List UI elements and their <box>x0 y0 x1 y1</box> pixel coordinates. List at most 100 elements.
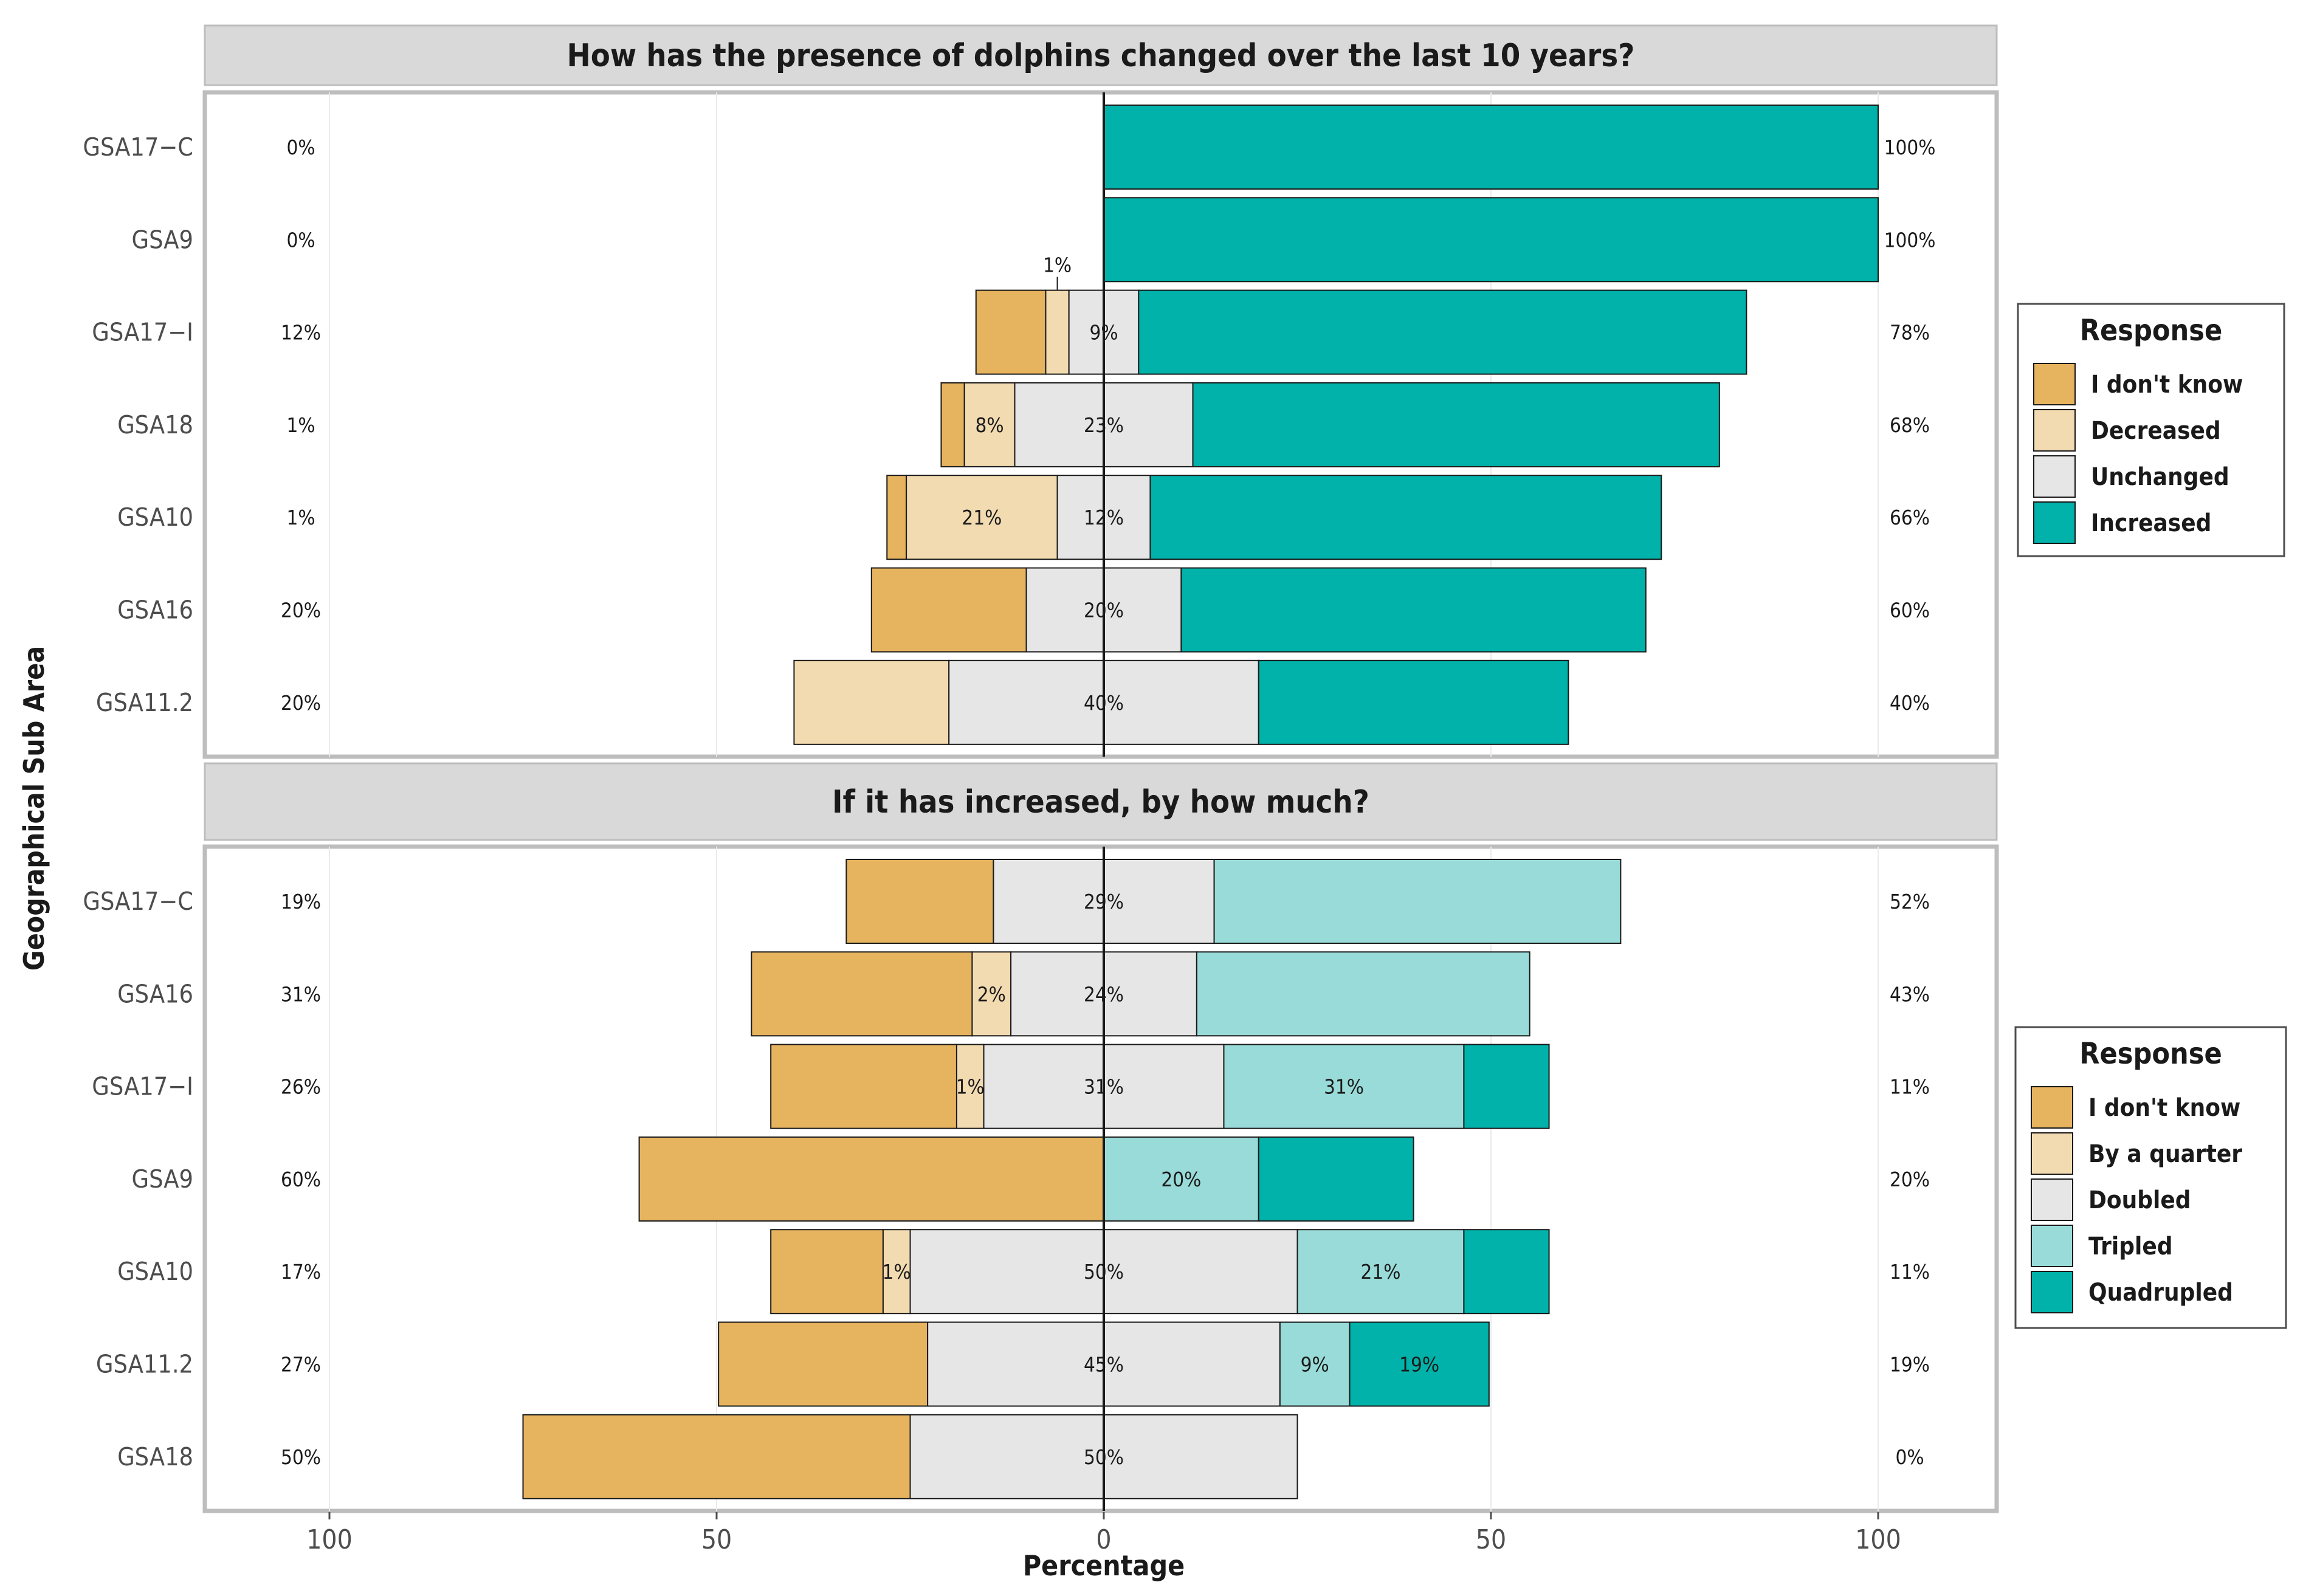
panel2-row-label: GSA17−C <box>83 887 193 916</box>
panel1-bar-segment <box>963 382 1016 467</box>
panel2-segment-label: 21% <box>1360 1260 1400 1284</box>
panel2-segment-label: 2% <box>977 982 1006 1006</box>
panel1-legend-title: Response <box>2080 314 2223 348</box>
y-axis-title: Geographical Sub Area <box>18 646 50 971</box>
panel2-left-total: 19% <box>281 890 321 913</box>
panel2-segment-label: 1% <box>883 1260 911 1284</box>
panel1-row-label: GSA18 <box>117 410 193 439</box>
panel1-right-total: 66% <box>1890 506 1930 529</box>
panel1-segment-label: 1% <box>1043 253 1072 277</box>
panel1-bar-segment <box>940 382 965 467</box>
panel1-bar-segment <box>906 475 1058 560</box>
panel1-right-total: 100% <box>1884 136 1936 159</box>
panel1-legend-label: Decreased <box>2091 417 2221 445</box>
panel1-row-label: GSA10 <box>117 503 193 532</box>
panel2-strip <box>204 762 1998 841</box>
panel1-segment-label: 21% <box>962 506 1002 529</box>
panel1-left-total: 1% <box>286 413 315 437</box>
panel1-legend-key <box>2033 409 2076 452</box>
panel1-bar-segment <box>1192 382 1720 467</box>
panel2-left-total: 27% <box>281 1353 321 1377</box>
panel1-bar-segment <box>886 475 907 560</box>
panel1-bar-segment <box>870 567 1027 653</box>
panel2-bar-segment <box>955 1044 985 1129</box>
panel2-row-label: GSA9 <box>132 1164 193 1194</box>
x-axis-tick-label: 50 <box>1476 1524 1506 1555</box>
panel2-row-label: GSA17−I <box>92 1072 193 1101</box>
panel1-bar-segment <box>1103 197 1879 283</box>
x-axis-title: Percentage <box>1023 1549 1185 1582</box>
panel1-left-total: 0% <box>286 228 315 252</box>
panel2-bar-segment <box>1223 1044 1465 1129</box>
panel2-legend-key <box>2031 1178 2073 1221</box>
panel1-bar-segment <box>1103 105 1879 190</box>
panel2-legend-label: Tripled <box>2088 1233 2173 1261</box>
panel2-left-total: 60% <box>281 1168 321 1191</box>
panel2-bar-segment <box>770 1229 884 1315</box>
panel2-bar-segment <box>1279 1321 1351 1407</box>
panel2-bar-segment <box>1296 1229 1465 1315</box>
panel2-title: If it has increased, by how much? <box>832 784 1369 820</box>
panel1-segment-label: 8% <box>976 413 1004 437</box>
panel1-title: How has the presence of dolphins changed… <box>567 38 1635 74</box>
panel1-bar-segment <box>1138 289 1747 375</box>
panel2-bar-segment <box>751 951 973 1037</box>
panel2-bar-segment <box>718 1321 929 1407</box>
panel2-legend-key <box>2031 1086 2073 1129</box>
panel2-row-label: GSA18 <box>117 1442 193 1471</box>
panel1-right-total: 68% <box>1890 413 1930 437</box>
panel2-bar-segment <box>770 1044 957 1129</box>
panel2-bar-segment <box>1213 859 1622 944</box>
panel1-bar-segment <box>1180 567 1647 653</box>
panel1-bar-segment <box>793 659 950 745</box>
panel1-left-total: 12% <box>281 321 321 345</box>
panel1-bar-segment <box>975 289 1047 375</box>
panel1-legend-label: I don't know <box>2091 371 2243 399</box>
panel1-left-total: 1% <box>286 506 315 529</box>
panel2-left-total: 50% <box>281 1445 321 1469</box>
panel2-bar-segment <box>882 1229 911 1315</box>
x-axis-tick-label: 100 <box>1855 1524 1901 1555</box>
panel1-legend-key <box>2033 363 2076 405</box>
panel2-right-total: 11% <box>1890 1075 1930 1099</box>
panel1-strip <box>204 24 1998 86</box>
panel1-right-total: 78% <box>1890 321 1930 345</box>
panel1-row-label: GSA17−C <box>83 132 193 162</box>
panel2-bar-segment <box>1463 1229 1550 1315</box>
panel2-segment-label: 31% <box>1324 1075 1364 1099</box>
panel1-right-total: 100% <box>1884 228 1936 252</box>
panel1-row-label: GSA9 <box>132 225 193 254</box>
panel2-bar-segment <box>638 1136 1104 1222</box>
panel1-bar-segment <box>1045 289 1070 375</box>
panel2-right-total: 11% <box>1890 1260 1930 1284</box>
panel2-legend-key <box>2031 1225 2073 1267</box>
panel1-row-label: GSA16 <box>117 596 193 625</box>
panel1-right-total: 40% <box>1890 691 1930 715</box>
panel1-left-total: 20% <box>281 691 321 715</box>
panel2-row-label: GSA10 <box>117 1257 193 1286</box>
panel2-legend-label: Doubled <box>2088 1186 2191 1214</box>
x-axis-tick-label: 50 <box>701 1524 732 1555</box>
panel2-bar-segment <box>845 859 994 944</box>
panel2-bar-segment <box>1196 951 1530 1037</box>
panel2-segment-label: 1% <box>956 1075 985 1099</box>
panel2-left-total: 31% <box>281 982 321 1006</box>
panel2-bar-segment <box>1349 1321 1490 1407</box>
panel2-right-total: 20% <box>1890 1168 1930 1191</box>
panel2-segment-label: 20% <box>1161 1168 1201 1191</box>
panel2-right-total: 43% <box>1890 982 1930 1006</box>
panel2-bar-segment <box>971 951 1012 1037</box>
panel1-row-label: GSA11.2 <box>96 688 193 717</box>
panel1-legend-label: Unchanged <box>2091 463 2229 491</box>
panel1-left-total: 20% <box>281 599 321 622</box>
panel2-legend-label: Quadrupled <box>2088 1279 2233 1307</box>
panel1-legend-key <box>2033 455 2076 498</box>
panel2-row-label: GSA16 <box>117 979 193 1008</box>
x-axis-tick-label: 100 <box>306 1524 353 1555</box>
x-axis-tick-label: 0 <box>1096 1524 1111 1555</box>
panel2-bar-segment <box>1258 1136 1414 1222</box>
panel2-legend-label: By a quarter <box>2088 1140 2242 1168</box>
panel2-legend-title: Response <box>2079 1037 2222 1071</box>
panel1-right-total: 60% <box>1890 599 1930 622</box>
